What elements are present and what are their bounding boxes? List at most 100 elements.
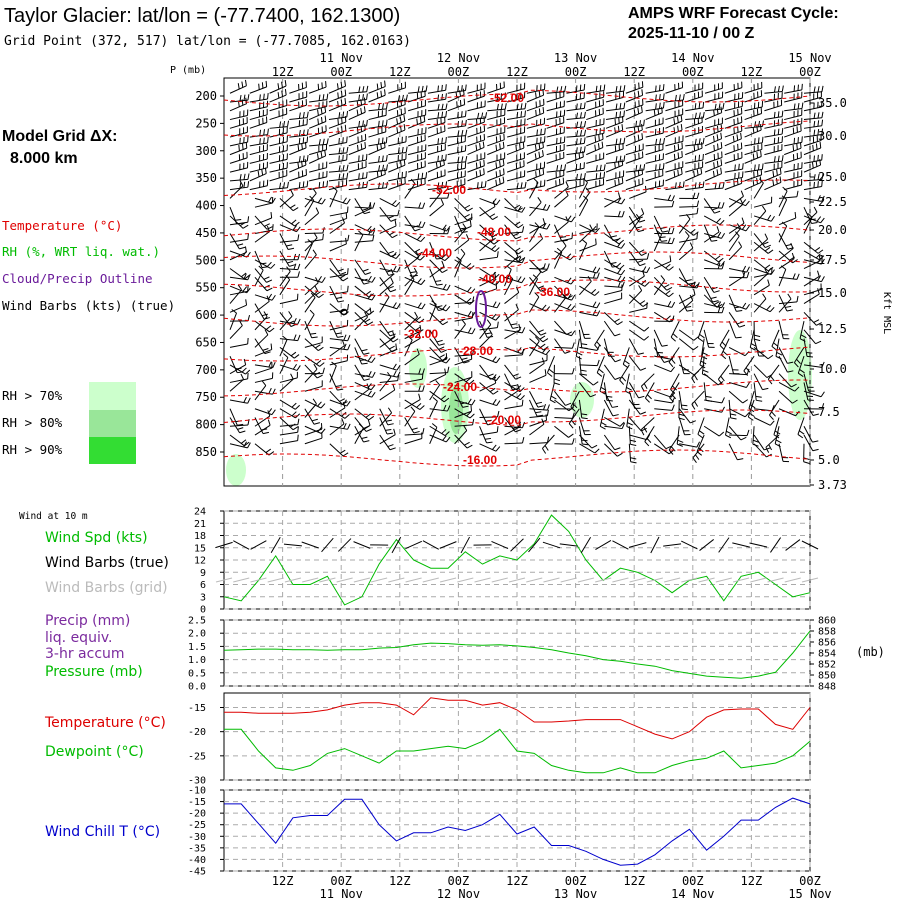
height-tick-label: 22.5 (818, 195, 847, 209)
wind-barb (728, 320, 737, 339)
wind-barb (479, 303, 498, 309)
wind-barb-flag (720, 167, 723, 174)
wind-barb-flag (397, 147, 400, 154)
surface-wind-barb (681, 540, 698, 550)
wind-barb-flag (339, 398, 345, 402)
wind-barb-flag (696, 200, 700, 207)
wind-barb-flag (721, 302, 726, 308)
wind-barb-flag (579, 146, 582, 153)
wind-barb-flag (284, 79, 287, 87)
wind-barb-flag (242, 143, 244, 150)
wind-barb-flag (716, 259, 722, 266)
grid-wind-barb (250, 577, 267, 583)
wind-barb (479, 334, 493, 348)
wind-barb (289, 174, 307, 182)
wind-barb (625, 138, 643, 147)
wind-barb-flag (754, 164, 756, 171)
wind-barb-flag (504, 103, 507, 110)
wind-barb-flag (694, 138, 697, 145)
wind-barb (685, 143, 704, 147)
wind-barb (728, 408, 746, 418)
wind-barb (604, 285, 623, 288)
wind-barb (529, 278, 539, 296)
wind-barb-flag (541, 418, 545, 425)
wind-barb (329, 443, 344, 457)
wind-barb (348, 186, 367, 191)
wind-barb-flag (442, 283, 447, 290)
wind-barb-flag (445, 111, 448, 118)
wind-barb-flag (741, 270, 745, 277)
legend-temperature: Temperature (°C) (2, 218, 122, 233)
wind-barb-flag (745, 303, 750, 310)
wind-barb-flag (360, 125, 363, 132)
wind-barb (626, 408, 630, 427)
wind-barb-flag (514, 247, 521, 252)
wind-barb-flag (617, 192, 621, 199)
wind-barb (685, 159, 704, 164)
wind-barb (579, 285, 595, 296)
wind-barb-flag (775, 178, 778, 185)
wind-barb (249, 173, 267, 182)
wind-barb (778, 269, 787, 287)
wind-barb (628, 443, 632, 462)
wind-barb-flag (496, 103, 499, 110)
wind-barb (229, 114, 248, 121)
wind-barb-flag (637, 352, 644, 355)
wind-barb-flag (515, 255, 521, 260)
wind-barb (504, 405, 523, 410)
wind-barb-flag (534, 336, 540, 342)
wind-barb (546, 96, 565, 103)
wind-barb (579, 346, 598, 351)
wind-10m-title: Wind at 10 m (19, 511, 88, 522)
wind-barb (654, 364, 672, 373)
wind-barb-flag (461, 129, 464, 137)
pressure-line (223, 630, 811, 679)
wind-barb-flag (492, 390, 499, 395)
wind-barb (329, 273, 348, 278)
wind-barb-flag (322, 367, 325, 374)
wind-barb (408, 90, 427, 94)
wind-barb (753, 210, 767, 226)
wind-barb (269, 150, 288, 156)
wind-barb (724, 121, 742, 129)
wind-barb (803, 275, 820, 287)
wind-barb-flag (635, 213, 641, 220)
rh-shade (409, 348, 427, 388)
wind-barb-flag (288, 311, 293, 317)
wind-barb (269, 158, 288, 164)
wind-barb (778, 390, 793, 404)
wind-barb (596, 355, 605, 373)
wind-barb-flag (321, 198, 326, 205)
wind-barb (254, 259, 271, 269)
wind-barb-flag (247, 216, 250, 223)
wind-barb-flag (598, 368, 604, 374)
grid-wind-barb (439, 577, 457, 583)
wind-barb-flag (389, 447, 396, 451)
wind-barb-flag (445, 181, 448, 188)
wind-barb (678, 294, 688, 312)
wind-barb (447, 104, 465, 112)
wind-barb-flag (568, 433, 574, 438)
wind-barb-flag (538, 169, 541, 176)
wind-barb (229, 378, 248, 383)
wind-barb-flag (781, 155, 784, 162)
wind-barb-flag (806, 355, 814, 358)
wind-barb (628, 382, 639, 399)
wind-barb-flag (438, 346, 445, 350)
wind-barb-flag (362, 120, 364, 127)
wind-barb (379, 250, 397, 260)
wind-barb-flag (717, 202, 721, 209)
wind-barb-flag (389, 333, 396, 337)
wind-barb-flag (722, 182, 725, 189)
wind-barb (404, 303, 423, 310)
wind-barb-flag (435, 162, 438, 169)
wind-barb-flag (821, 180, 823, 187)
wind-barb-flag (785, 243, 792, 247)
wind-barb-flag (596, 272, 600, 279)
wind-barb (454, 430, 468, 445)
top-date-label: 13 Nov (554, 51, 597, 65)
wind-barb-flag (298, 156, 301, 163)
wind-barb (546, 149, 565, 156)
wind-barb (566, 178, 585, 182)
wind-barb-flag (378, 182, 381, 189)
